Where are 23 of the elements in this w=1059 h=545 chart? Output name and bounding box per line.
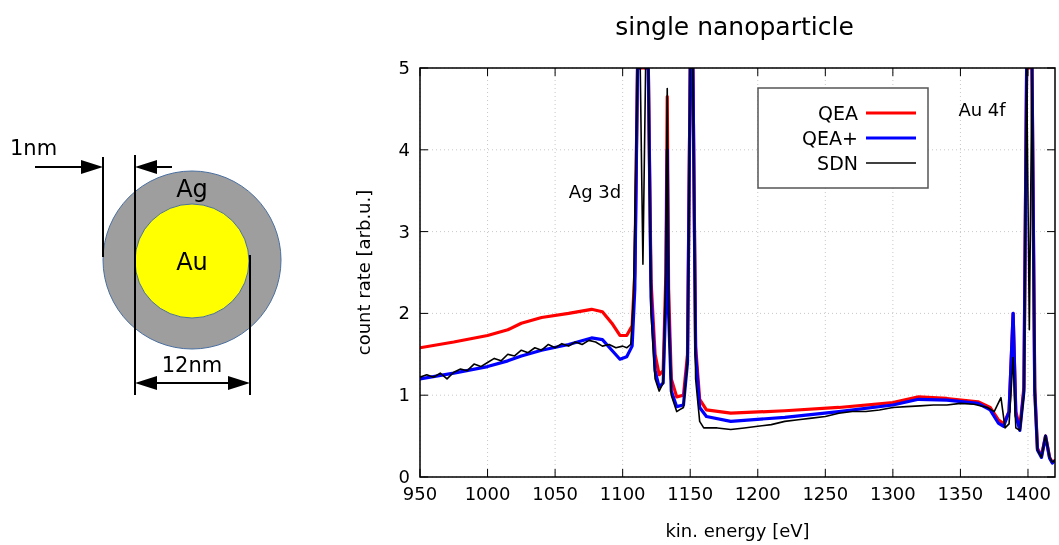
chart-title: single nanoparticle (615, 12, 854, 41)
legend-label: SDN (817, 152, 858, 174)
legend-label: QEA+ (802, 127, 858, 149)
annotation: Au 4f (958, 99, 1007, 120)
legend-label: QEA (818, 102, 858, 124)
y-tick-label: 2 (398, 302, 410, 324)
y-tick-label: 4 (398, 138, 410, 160)
y-tick-label: 1 (398, 384, 410, 406)
y-tick-label: 3 (398, 220, 410, 242)
x-tick-label: 1250 (802, 483, 849, 504)
x-axis-title: kin. energy [eV] (665, 520, 810, 541)
annotation: Ag 3d (568, 181, 622, 202)
y-tick-label: 5 (398, 57, 410, 78)
x-tick-label: 1150 (667, 483, 714, 504)
x-tick-label: 1200 (734, 483, 781, 504)
nanoparticle-diagram: 1nm Ag Au 12nm (10, 136, 282, 396)
x-tick-label: 1300 (869, 483, 916, 504)
x-tick-label: 1400 (1005, 483, 1051, 504)
x-tick-label: 1000 (464, 483, 511, 504)
y-axis-title: count rate [arb.u.] (353, 189, 374, 356)
x-tick-label: 1350 (937, 483, 984, 504)
x-tick-label: 1050 (532, 483, 579, 504)
x-tick-label: 1100 (599, 483, 646, 504)
